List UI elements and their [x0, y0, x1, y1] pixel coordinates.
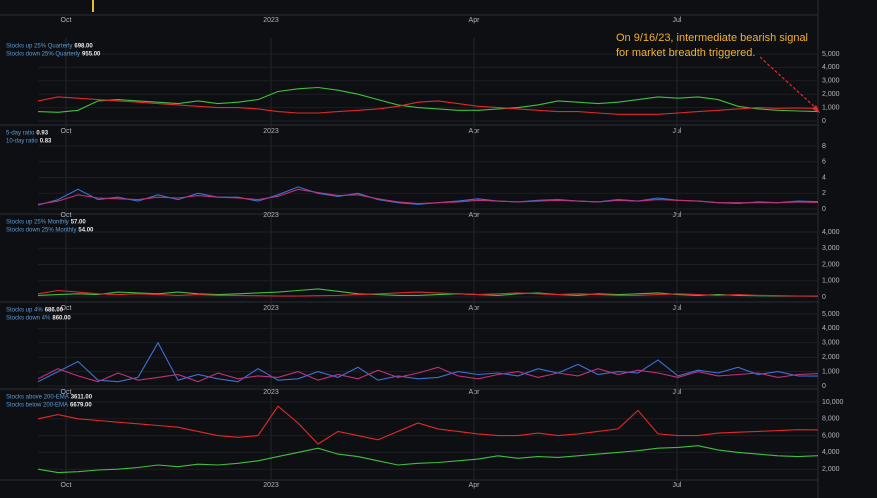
legend-label: 5-day ratio: [6, 131, 35, 137]
y-tick-label: 4,000: [822, 229, 840, 236]
annotation-arrow: [759, 56, 819, 111]
legend-value: 698.00: [74, 44, 93, 50]
legend-label: Stocks up 4%: [6, 308, 43, 314]
y-tick-label: 1,000: [822, 278, 840, 285]
series-line: [37, 445, 819, 474]
legend-label: 10-day ratio: [6, 139, 38, 145]
legend-label: Stocks up 25% Quarterly: [6, 44, 72, 50]
y-tick-label: 1,000: [822, 368, 840, 375]
legend-value: 860.00: [52, 316, 71, 322]
series-line: [37, 86, 819, 113]
series-line: [37, 96, 819, 115]
arrow-head: [812, 105, 820, 113]
y-tick-label: 0: [822, 383, 826, 390]
x-tick-label: Apr: [469, 482, 481, 489]
y-tick-label: 5,000: [822, 51, 840, 58]
series-line: [37, 405, 819, 445]
y-tick-label: 0: [822, 118, 826, 125]
x-tick-label: Oct: [61, 17, 72, 24]
y-tick-label: 2,000: [822, 91, 840, 98]
legend-label: Stocks below 200-EMA: [6, 403, 68, 409]
legend-value: 955.00: [82, 52, 101, 58]
y-tick-label: 3,000: [822, 340, 840, 347]
legend-value: 57.00: [71, 220, 87, 226]
x-tick-label: Oct: [61, 482, 72, 489]
legend-label: Stocks above 200-EMA: [6, 395, 69, 401]
legend-value: 3611.00: [71, 395, 93, 401]
legend-value: 6679.00: [70, 403, 92, 409]
y-tick-label: 4,000: [822, 449, 840, 456]
y-tick-label: 8,000: [822, 416, 840, 423]
legend-label: Stocks down 4%: [6, 316, 51, 322]
y-tick-label: 0: [822, 294, 826, 301]
x-tick-label: Jul: [673, 482, 682, 489]
x-tick-label: 2023: [263, 482, 279, 489]
legend-label: Stocks down 25% Monthly: [6, 228, 76, 234]
y-tick-label: 4,000: [822, 64, 840, 71]
y-tick-label: 4,000: [822, 325, 840, 332]
y-tick-label: 2,000: [822, 261, 840, 268]
legend-value: 0.93: [36, 131, 48, 137]
y-tick-label: 10,000: [822, 399, 844, 406]
x-tick-label: 2023: [263, 17, 279, 24]
x-tick-label: Apr: [469, 17, 481, 24]
annotation: for market breadth triggered.: [616, 47, 755, 59]
legend-label: Stocks up 25% Monthly: [6, 220, 69, 226]
legend-value: 54.00: [78, 228, 94, 234]
series-line: [37, 366, 819, 383]
y-tick-label: 6: [822, 159, 826, 166]
y-tick-label: 0: [822, 206, 826, 213]
y-tick-label: 6,000: [822, 432, 840, 439]
annotation: On 9/16/23, intermediate bearish signal: [616, 32, 808, 44]
y-tick-label: 3,000: [822, 78, 840, 85]
series-line: [37, 341, 819, 383]
y-tick-label: 3,000: [822, 245, 840, 252]
y-tick-label: 1,000: [822, 104, 840, 111]
y-tick-label: 2,000: [822, 354, 840, 361]
legend-value: 0.83: [40, 139, 52, 145]
y-tick-label: 4: [822, 174, 826, 181]
legend-value: 686.00: [45, 308, 64, 314]
y-tick-label: 2,000: [822, 466, 840, 473]
series-line: [37, 288, 819, 297]
y-tick-label: 5,000: [822, 311, 840, 318]
y-tick-label: 2: [822, 190, 826, 197]
series-line: [37, 188, 819, 205]
legend-label: Stocks down 25% Quarterly: [6, 52, 80, 58]
series-line: [37, 289, 819, 297]
x-tick-label: Jul: [673, 17, 682, 24]
marker: [92, 0, 94, 12]
y-tick-label: 8: [822, 143, 826, 150]
